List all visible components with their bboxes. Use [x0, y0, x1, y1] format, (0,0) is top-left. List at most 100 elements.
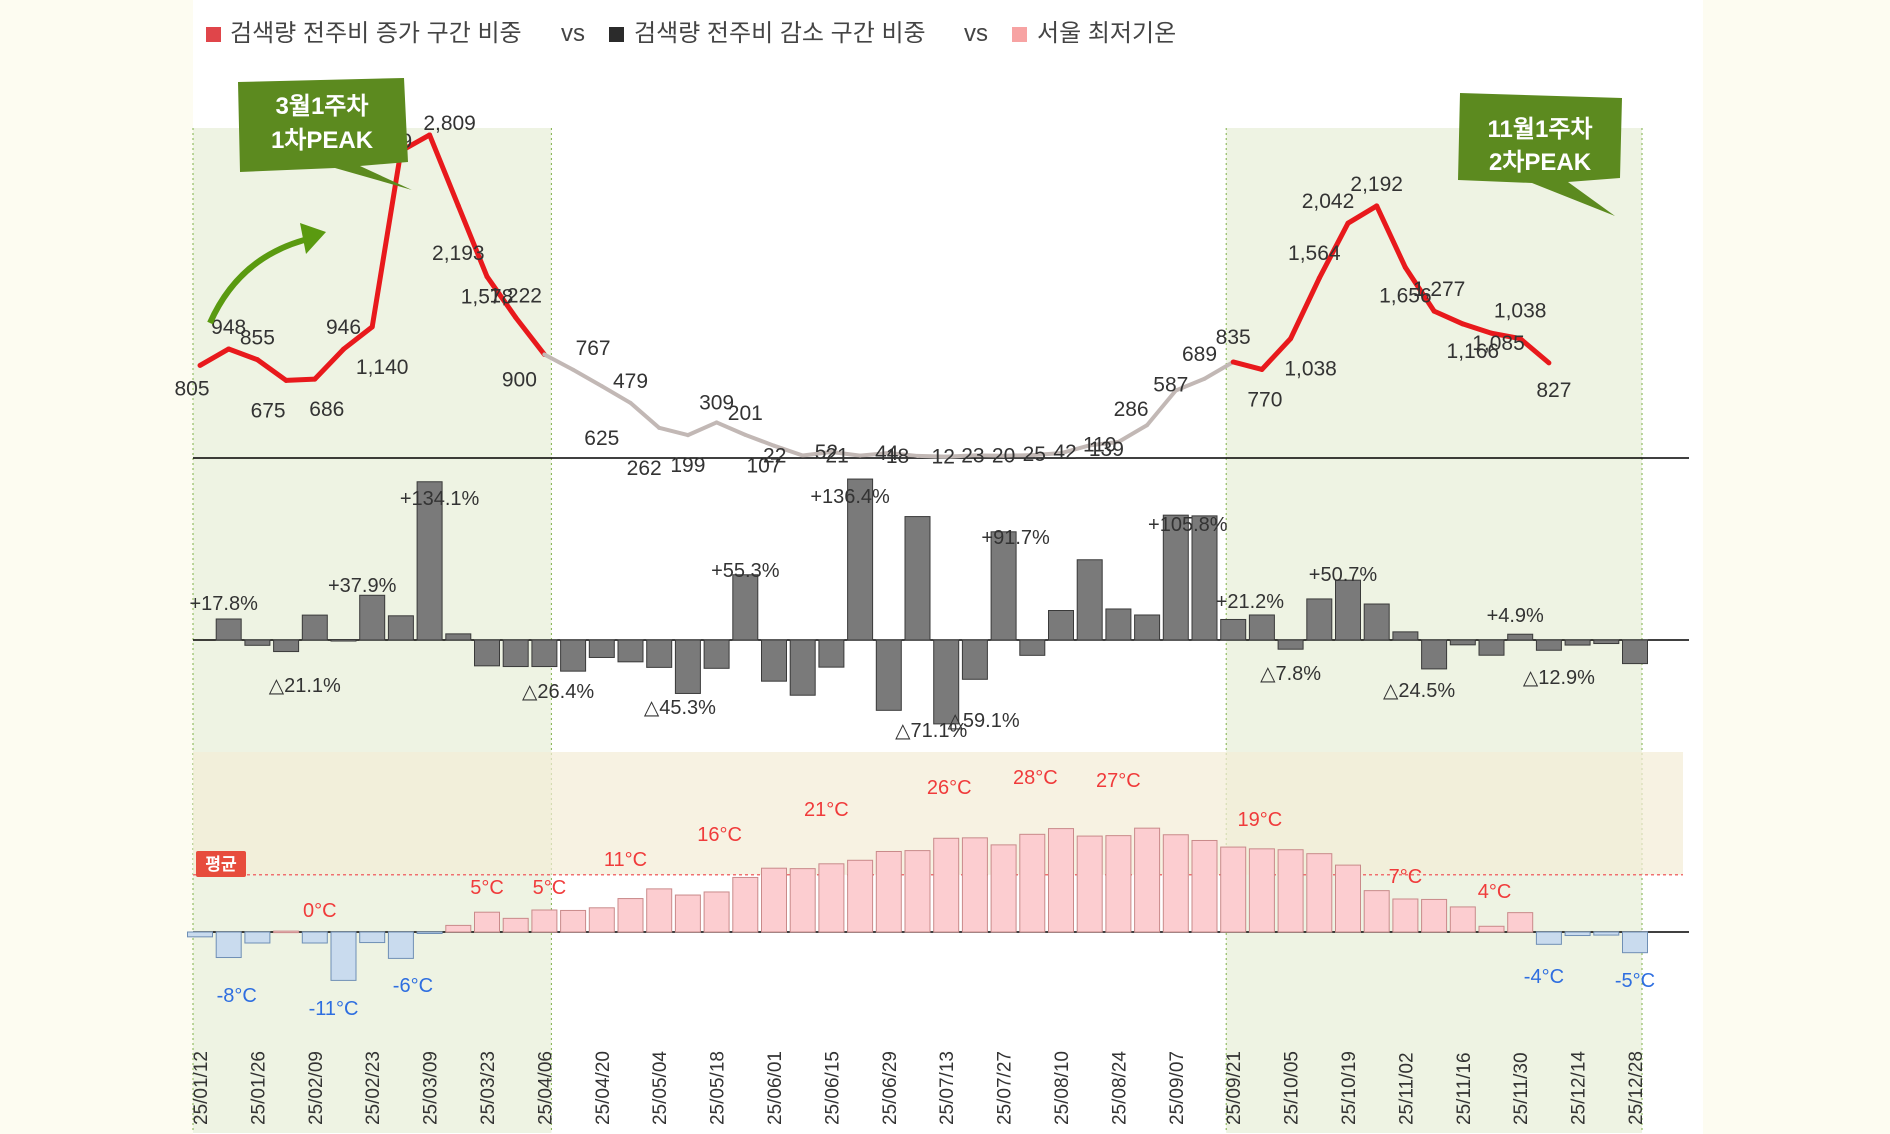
wow-bar-25/05/04 — [646, 639, 673, 668]
line-seg-25/11/02 — [1402, 265, 1437, 314]
wow-bar-25/11/02 — [1392, 631, 1419, 641]
wow-bar-25/02/09 — [301, 614, 328, 641]
volume-label-25/11/30: 1,038 — [1494, 300, 1547, 323]
x-tick-25/09/21: 25/09/21 — [1224, 1051, 1245, 1125]
volume-label-25/06/08: 22 — [763, 444, 786, 467]
temp-label-17: -5°C — [1615, 970, 1655, 992]
temp-bar-25/02/02 — [273, 930, 300, 934]
wow-bar-25/02/23 — [359, 594, 386, 641]
line-seg-25/03/09 — [427, 132, 461, 209]
wow-bar-25/08/17 — [1076, 559, 1103, 641]
volume-label-25/01/19: 948 — [211, 316, 246, 339]
temp-bar-25/05/11 — [674, 894, 701, 933]
volume-label-25/07/20: 23 — [961, 444, 984, 467]
temp-label-9: 21°C — [804, 799, 849, 821]
wow-bar-25/11/23 — [1478, 639, 1505, 656]
wow-bar-25/04/27 — [617, 639, 644, 663]
legend-label-increase: 검색량 전주비 증가 구간 비중 — [230, 20, 522, 47]
x-tick-25/04/20: 25/04/20 — [593, 1051, 614, 1125]
volume-label-25/09/07: 587 — [1153, 373, 1188, 396]
temp-label-15: 4°C — [1478, 881, 1512, 903]
volume-label-25/04/20: 625 — [584, 427, 619, 450]
volume-label-25/02/02: 675 — [251, 399, 286, 422]
temp-bar-25/06/15 — [818, 863, 845, 933]
line-seg-25/02/16 — [341, 324, 375, 352]
wow-label-7: +55.3% — [711, 560, 780, 582]
wow-label-17: +4.9% — [1487, 605, 1544, 627]
wow-bar-25/05/11 — [674, 639, 701, 694]
legend-label-temperature: 서울 최저기온 — [1037, 20, 1176, 47]
volume-label-25/05/04: 262 — [627, 457, 662, 480]
x-tick-25/10/19: 25/10/19 — [1339, 1051, 1360, 1125]
volume-label-25/05/18: 309 — [699, 391, 734, 414]
rising-arrow — [207, 223, 326, 325]
wow-bar-25/08/10 — [1048, 610, 1074, 641]
x-tick-25/05/18: 25/05/18 — [708, 1051, 729, 1125]
x-tick-25/11/16: 25/11/16 — [1454, 1052, 1475, 1125]
temp-bar-25/03/30 — [502, 917, 529, 933]
temp-bar-25/08/31 — [1134, 827, 1161, 933]
wow-bar-25/04/13 — [560, 639, 587, 672]
wow-bar-25/03/16 — [445, 633, 472, 641]
volume-label-25/12/07: 827 — [1536, 379, 1571, 402]
wow-bar-25/02/16 — [330, 639, 357, 642]
temp-bar-25/09/14 — [1191, 839, 1218, 933]
line-seg-25/08/24 — [1116, 423, 1150, 445]
volume-label-25/10/05: 1,038 — [1284, 358, 1337, 381]
wow-label-15: +50.7% — [1309, 564, 1378, 586]
line-seg-25/11/09 — [1431, 308, 1466, 327]
legend-label-decrease: 검색량 전주비 감소 구간 비중 — [634, 20, 926, 47]
line-seg-25/09/07 — [1173, 376, 1207, 393]
temp-bar-25/05/18 — [703, 891, 730, 933]
rising-arrow-shaft — [207, 235, 313, 325]
temp-bar-25/06/22 — [847, 859, 874, 933]
volume-label-25/08/24: 139 — [1089, 438, 1124, 461]
volume-label-25/09/21: 835 — [1216, 326, 1251, 349]
volume-label-25/04/27: 479 — [613, 370, 648, 393]
wow-bar-25/01/19 — [215, 618, 242, 641]
legend-swatch-decrease — [609, 27, 624, 42]
line-seg-25/05/04 — [657, 425, 690, 438]
callout-peak2-line1: 11월1주차 — [1488, 116, 1593, 143]
rising-arrow-head — [300, 223, 326, 254]
wow-bar-25/03/02 — [387, 615, 414, 641]
wow-bar-25/09/14 — [1191, 515, 1218, 641]
x-tick-25/04/06: 25/04/06 — [535, 1051, 556, 1125]
wow-bar-25/10/05 — [1277, 639, 1304, 650]
data-labels: 8059488556756869461,1402,6692,8092,1931,… — [174, 112, 1655, 1020]
volume-label-25/10/26: 2,192 — [1350, 173, 1403, 196]
wow-label-1: +17.8% — [190, 593, 259, 615]
temp-bar-25/01/19 — [215, 931, 242, 959]
temp-bar-25/08/17 — [1076, 835, 1103, 933]
line-seg-25/09/21 — [1230, 359, 1265, 372]
wow-bar-25/07/06 — [904, 516, 931, 641]
volume-label-25/06/22: 21 — [825, 445, 848, 468]
x-tick-25/03/23: 25/03/23 — [478, 1051, 499, 1125]
wow-bar-25/01/26 — [244, 639, 271, 646]
line-seg-25/06/22 — [858, 450, 891, 458]
temp-bar-25/09/21 — [1220, 846, 1247, 933]
line-seg-25/02/09 — [312, 346, 346, 382]
temp-bar-25/12/21 — [1593, 931, 1620, 936]
line-seg-25/11/16 — [1460, 321, 1494, 336]
average-tag-box — [196, 851, 246, 877]
line-seg-25/01/19 — [226, 346, 260, 363]
temp-bar-25/05/25 — [732, 876, 759, 933]
callout-peak1-box — [238, 78, 412, 190]
wow-bar-25/06/01 — [761, 639, 787, 682]
wow-bar-25/06/08 — [789, 639, 816, 696]
wow-bar-25/10/26 — [1363, 603, 1390, 641]
callout-peak2-box — [1458, 93, 1622, 216]
line-seg-25/07/13 — [944, 453, 977, 459]
temp-label-13: 19°C — [1238, 809, 1283, 831]
wow-bar-25/03/30 — [502, 639, 529, 668]
wow-label-8: +136.4% — [810, 486, 890, 508]
wow-label-2: △21.1% — [269, 675, 341, 697]
temp-bar-25/06/01 — [761, 867, 787, 933]
wow-bar-25/03/23 — [474, 639, 500, 667]
search-volume-lines — [197, 132, 1552, 459]
wow-bar-25/06/15 — [818, 639, 845, 668]
wow-bar-25/06/29 — [875, 639, 902, 711]
temp-label-8: 16°C — [697, 824, 742, 846]
